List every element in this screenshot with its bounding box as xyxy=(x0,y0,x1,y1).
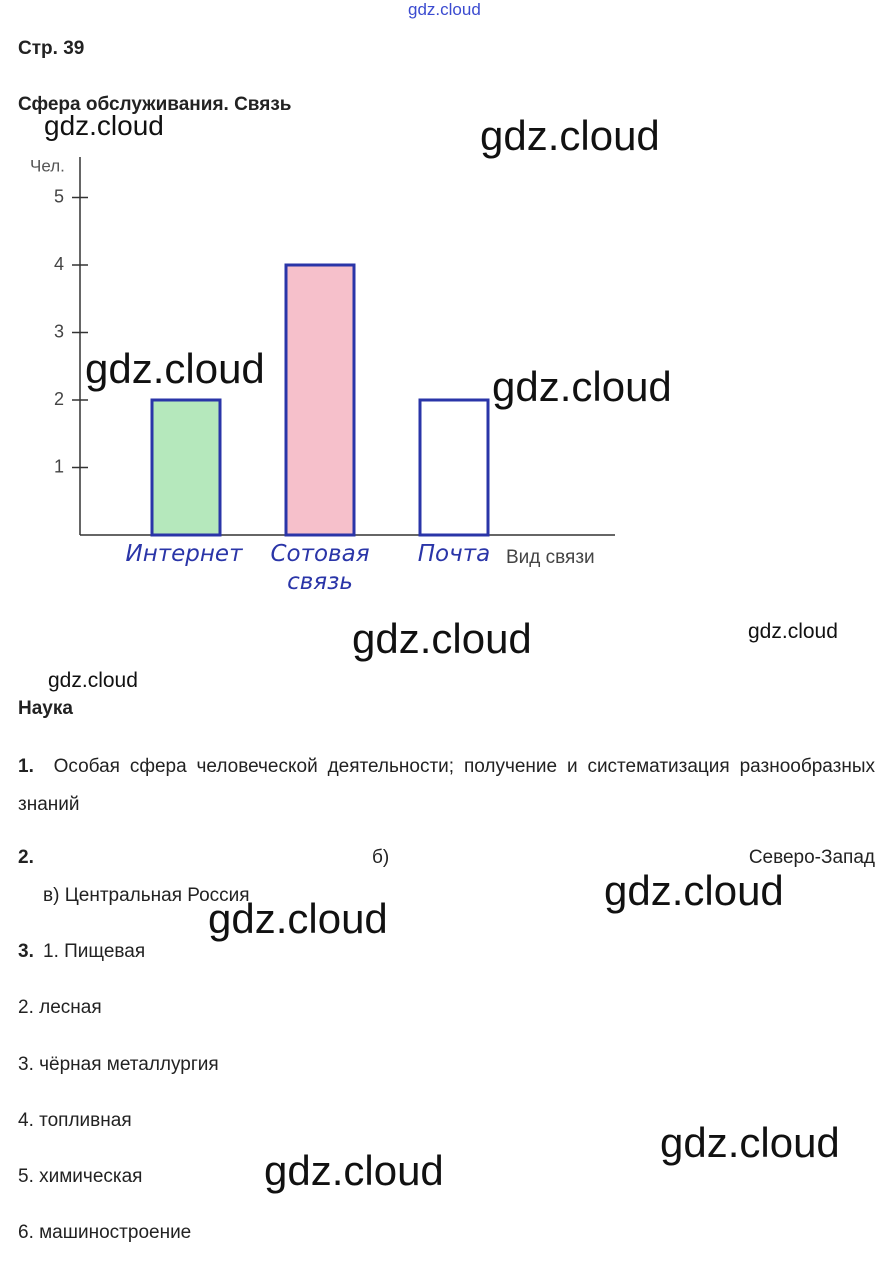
bar xyxy=(418,398,490,537)
watermark: gdz.cloud xyxy=(660,1119,840,1166)
item-line: 6. машиностроение xyxy=(18,1222,192,1243)
item-number: 1. xyxy=(18,756,34,777)
item-line: 4. топливная xyxy=(18,1110,132,1131)
watermark: gdz.cloud xyxy=(208,895,388,942)
item-line: 1. Пищевая xyxy=(43,941,146,962)
answer-1: 1. Особая сфера человеческой деятельност… xyxy=(18,748,875,824)
y-tick-label: 5 xyxy=(54,186,64,206)
watermark: gdz.cloud xyxy=(85,345,265,392)
watermark: gdz.cloud xyxy=(492,363,672,410)
item-number: 2. xyxy=(18,847,34,868)
item-line: 2. лесная xyxy=(18,997,102,1018)
y-tick-label: 3 xyxy=(54,321,64,341)
x-tick-label: Сотовая связь xyxy=(270,541,370,595)
item-number: 3. xyxy=(18,941,34,962)
y-tick-label: 4 xyxy=(54,254,64,274)
item-line: 5. химическая xyxy=(18,1166,143,1187)
x-tick-label: Почта xyxy=(417,541,491,567)
chart: Чел. Вид связи 1 2 3 4 5 xyxy=(30,156,615,568)
y-tick-label: 1 xyxy=(54,456,64,476)
bar xyxy=(150,398,222,537)
watermark: gdz.cloud xyxy=(48,669,138,692)
y-axis-label: Чел. xyxy=(30,156,65,175)
y-tick-label: 2 xyxy=(54,389,64,409)
section-title: Наука xyxy=(18,698,73,719)
watermark: gdz.cloud xyxy=(480,112,660,159)
item-text: в) Центральная Россия xyxy=(43,885,250,906)
page-number: Стр. 39 xyxy=(18,38,85,59)
item-line: 3. чёрная металлургия xyxy=(18,1054,219,1075)
x-axis-label: Вид связи xyxy=(506,547,595,568)
watermark: gdz.cloud xyxy=(748,620,838,643)
item-text: Особая сфера человеческой деятельности; … xyxy=(18,756,875,815)
watermark: gdz.cloud xyxy=(352,615,532,662)
section-title: Сфера обслуживания. Связь xyxy=(18,94,292,115)
bar xyxy=(284,263,356,537)
watermark: gdz.cloud xyxy=(264,1147,444,1194)
watermark: gdz.cloud xyxy=(408,0,481,19)
watermark: gdz.cloud xyxy=(44,110,164,141)
x-tick-label: Интернет xyxy=(125,541,243,567)
watermark: gdz.cloud xyxy=(604,867,784,914)
item-text: Северо-Запад xyxy=(748,847,875,868)
item-text: б) xyxy=(372,847,390,868)
